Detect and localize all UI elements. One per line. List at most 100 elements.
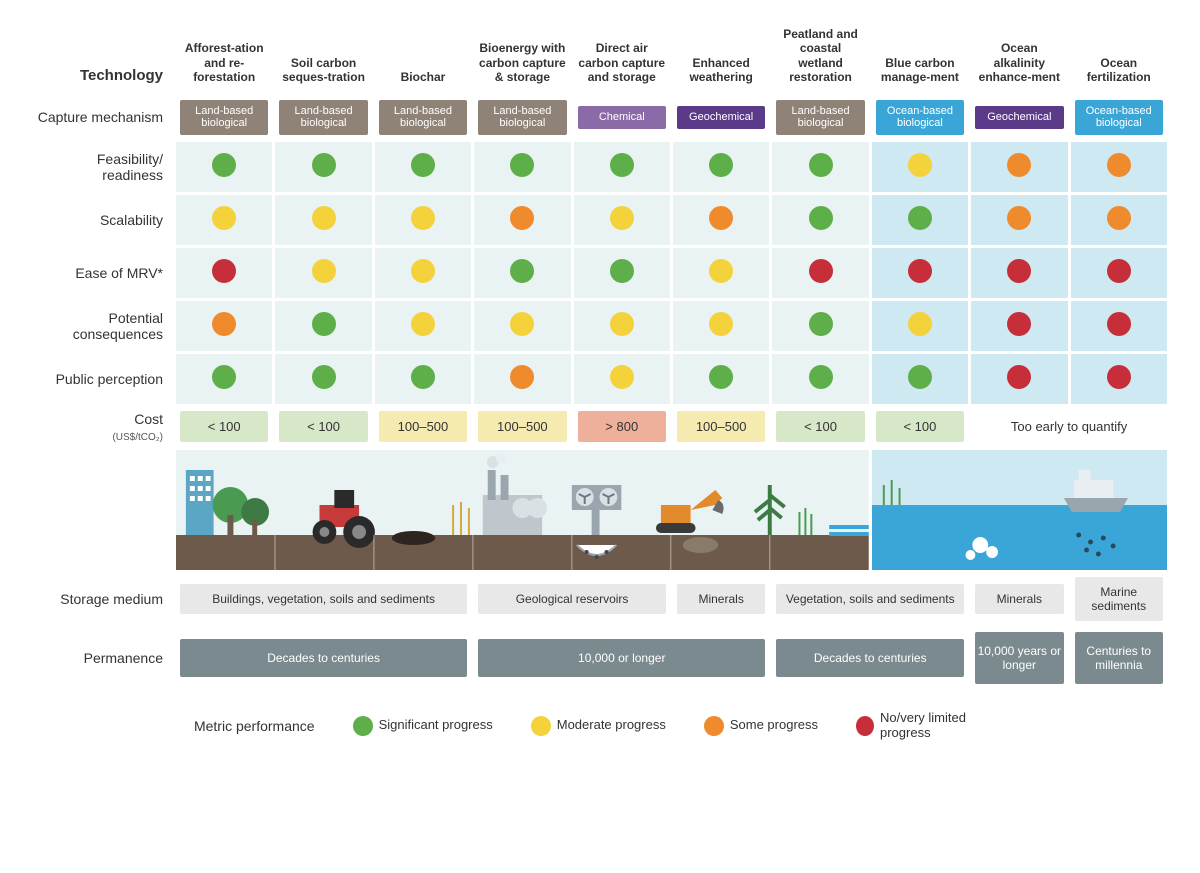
feasibility-cell-4 [574, 142, 670, 192]
dot-red [809, 259, 833, 283]
perception-cell-8 [971, 354, 1067, 404]
consequences-label: Potential consequences [33, 301, 173, 351]
permanence-label: Permanence [33, 628, 173, 688]
dot-green [510, 153, 534, 177]
legend-item-1: Moderate progress [531, 716, 666, 736]
feasibility-cell-3 [474, 142, 570, 192]
perm-cell-2: Decades to centuries [772, 628, 968, 688]
mrv-cell-2 [375, 248, 471, 298]
consequences-cell-1 [275, 301, 371, 351]
mech-4: Chemical [578, 106, 666, 129]
dot-green [908, 206, 932, 230]
dot-green [610, 259, 634, 283]
consequences-cell-7 [872, 301, 968, 351]
storage-cell-5: Marine sediments [1071, 573, 1167, 625]
scalability-cell-3 [474, 195, 570, 245]
mech-8: Geochemical [975, 106, 1063, 129]
mrv-cell-0 [176, 248, 272, 298]
cost-cell-3: 100–500 [474, 407, 570, 447]
feasibility-cell-8 [971, 142, 1067, 192]
dot-red [212, 259, 236, 283]
mech-0: Land-based biological [180, 100, 268, 135]
consequences-cell-6 [772, 301, 868, 351]
dot-green [212, 153, 236, 177]
scalability-cell-1 [275, 195, 371, 245]
dot-yellow [411, 206, 435, 230]
dot-orange [1007, 153, 1031, 177]
consequences-row: Potential consequences [33, 301, 1167, 351]
dot-yellow [312, 259, 336, 283]
dot-yellow [610, 206, 634, 230]
legend-title: Metric performance [194, 718, 315, 734]
legend-item-0: Significant progress [353, 716, 493, 736]
dot-green [809, 206, 833, 230]
dot-yellow [312, 206, 336, 230]
cost-cell-6: < 100 [772, 407, 868, 447]
dot-green [809, 365, 833, 389]
dot-green [809, 153, 833, 177]
cost-row: Cost(US$/tCO₂) < 100< 100100–500100–500>… [33, 407, 1167, 447]
dot-green [411, 153, 435, 177]
mrv-row: Ease of MRV* [33, 248, 1167, 298]
mrv-cell-1 [275, 248, 371, 298]
perm-cell-0: Decades to centuries [176, 628, 471, 688]
cost-cell-7: < 100 [872, 407, 968, 447]
mrv-cell-8 [971, 248, 1067, 298]
dot-green [312, 153, 336, 177]
dot-orange [510, 365, 534, 389]
dot-yellow [908, 312, 932, 336]
cost-cell-0: < 100 [176, 407, 272, 447]
dot-yellow [411, 259, 435, 283]
storage-cell-3: Vegetation, soils and sediments [772, 573, 968, 625]
dot-green [709, 365, 733, 389]
perception-cell-2 [375, 354, 471, 404]
mech-3: Land-based biological [478, 100, 566, 135]
scalability-cell-6 [772, 195, 868, 245]
perm-cell-3: 10,000 years or longer [971, 628, 1067, 688]
dot-orange [709, 206, 733, 230]
dot-yellow [212, 206, 236, 230]
dot-orange [212, 312, 236, 336]
feasibility-cell-9 [1071, 142, 1167, 192]
cost-cell-8: Too early to quantify [971, 407, 1167, 447]
tech-5: Enhanced weathering [673, 23, 769, 93]
mrv-cell-9 [1071, 248, 1167, 298]
tech-2: Biochar [375, 23, 471, 93]
storage-cell-0: Buildings, vegetation, soils and sedimen… [176, 573, 471, 625]
tech-header-row: Technology Afforest-ation and re-foresta… [33, 23, 1167, 93]
legend-item-3: No/very limited progress [856, 711, 1006, 741]
dot-orange [1107, 153, 1131, 177]
dot-green [411, 365, 435, 389]
legend-item-2: Some progress [704, 716, 818, 736]
ocean-illustration [872, 450, 1167, 570]
dot-green [510, 259, 534, 283]
tech-9: Ocean fertilization [1071, 23, 1167, 93]
tech-4: Direct air carbon capture and storage [574, 23, 670, 93]
feasibility-row: Feasibility/ readiness [33, 142, 1167, 192]
technology-label: Technology [33, 23, 173, 93]
cost-cell-2: 100–500 [375, 407, 471, 447]
consequences-cell-2 [375, 301, 471, 351]
dot-orange [1107, 206, 1131, 230]
dot-yellow [709, 259, 733, 283]
scalability-label: Scalability [33, 195, 173, 245]
legend: Metric performance Significant progress … [30, 711, 1170, 741]
illustration-row [33, 450, 1167, 570]
perception-cell-9 [1071, 354, 1167, 404]
consequences-cell-4 [574, 301, 670, 351]
dot-yellow [709, 312, 733, 336]
dot-orange [510, 206, 534, 230]
scalability-row: Scalability [33, 195, 1167, 245]
dot-green [809, 312, 833, 336]
scalability-cell-2 [375, 195, 471, 245]
mrv-label: Ease of MRV* [33, 248, 173, 298]
mrv-cell-4 [574, 248, 670, 298]
dot-yellow [610, 365, 634, 389]
dot-yellow [510, 312, 534, 336]
scalability-cell-7 [872, 195, 968, 245]
dot-green [709, 153, 733, 177]
mech-9: Ocean-based biological [1075, 100, 1163, 135]
tech-8: Ocean alkalinity enhance-ment [971, 23, 1067, 93]
tech-1: Soil carbon seques-tration [275, 23, 371, 93]
dot-red [1007, 312, 1031, 336]
